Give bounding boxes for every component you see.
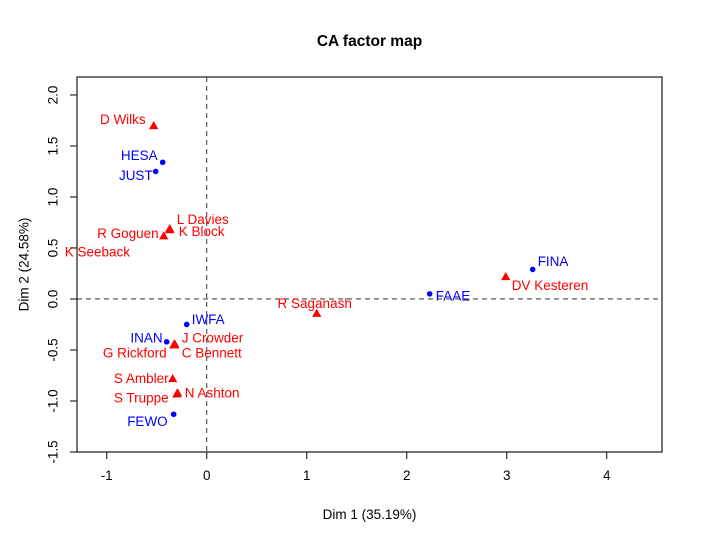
data-point-inan: [163, 339, 170, 345]
y-tick-label: 1.5: [46, 137, 61, 156]
point-label-dv-kesteren: DV Kesteren: [512, 278, 589, 293]
point-label-d-wilks: D Wilks: [100, 112, 146, 127]
x-tick-label: 4: [603, 468, 611, 483]
point-label-iwfa: IWFA: [192, 312, 225, 327]
plot-border: [76, 76, 663, 453]
point-label-inan: INAN: [130, 330, 162, 345]
data-point-faae: [426, 291, 433, 297]
y-tick-label: -0.5: [46, 338, 61, 361]
point-label-r-goguen: R Goguen: [97, 226, 159, 241]
data-point-s-ambler: [168, 373, 178, 383]
data-point-k-block: [165, 225, 175, 234]
data-point-fewo: [170, 411, 177, 418]
data-point-s-truppe: [172, 389, 182, 398]
x-tick-label: -1: [101, 468, 113, 483]
y-tick-label: -1.0: [46, 389, 61, 412]
point-label-fewo: FEWO: [127, 414, 168, 429]
data-point-r-goguen: [159, 231, 169, 240]
x-tick-label: 3: [503, 468, 511, 483]
y-tick-label: 0.0: [46, 290, 61, 309]
data-point-just: [152, 168, 159, 175]
point-label-n-ashton: N Ashton: [185, 385, 240, 400]
data-point-r-saganash: [312, 308, 322, 317]
data-point-g-rickford: [169, 340, 179, 349]
data-point-hesa: [159, 159, 166, 166]
x-tick-label: 1: [303, 468, 311, 483]
point-label-s-truppe: S Truppe: [114, 390, 169, 405]
point-label-just: JUST: [119, 168, 153, 183]
point-label-fina: FINA: [538, 254, 569, 269]
data-point-d-wilks: [149, 120, 159, 130]
y-tick-label: 2.0: [46, 86, 61, 105]
y-tick-label: 1.0: [46, 188, 61, 207]
point-label-faae: FAAE: [436, 288, 471, 303]
point-label-k-seeback: K Seeback: [65, 245, 131, 260]
point-label-j-crowder: J Crowder: [182, 330, 244, 345]
markers-layer: [149, 120, 536, 418]
chart-title: CA factor map: [316, 33, 423, 50]
point-label-c-bennett: C Bennett: [182, 345, 242, 360]
point-label-l-davies: L Davies: [177, 212, 229, 227]
x-axis-label: Dim 1 (35.19%): [322, 507, 417, 522]
y-axis-label: Dim 2 (24.58%): [16, 217, 32, 312]
point-label-s-ambler: S Ambler: [114, 371, 169, 386]
point-label-r-saganash: R Saganash: [278, 296, 352, 311]
point-label-k-block: K Block: [179, 224, 225, 239]
data-point-fina: [529, 266, 536, 273]
x-tick-label: 2: [403, 468, 411, 483]
data-point-iwfa: [183, 321, 190, 328]
point-label-g-rickford: G Rickford: [103, 345, 167, 360]
point-label-hesa: HESA: [121, 148, 158, 163]
y-tick-label: 0.5: [46, 239, 61, 258]
x-tick-label: 0: [203, 468, 211, 483]
y-tick-label: -1.5: [46, 440, 61, 463]
data-point-dv-kesteren: [501, 271, 511, 281]
